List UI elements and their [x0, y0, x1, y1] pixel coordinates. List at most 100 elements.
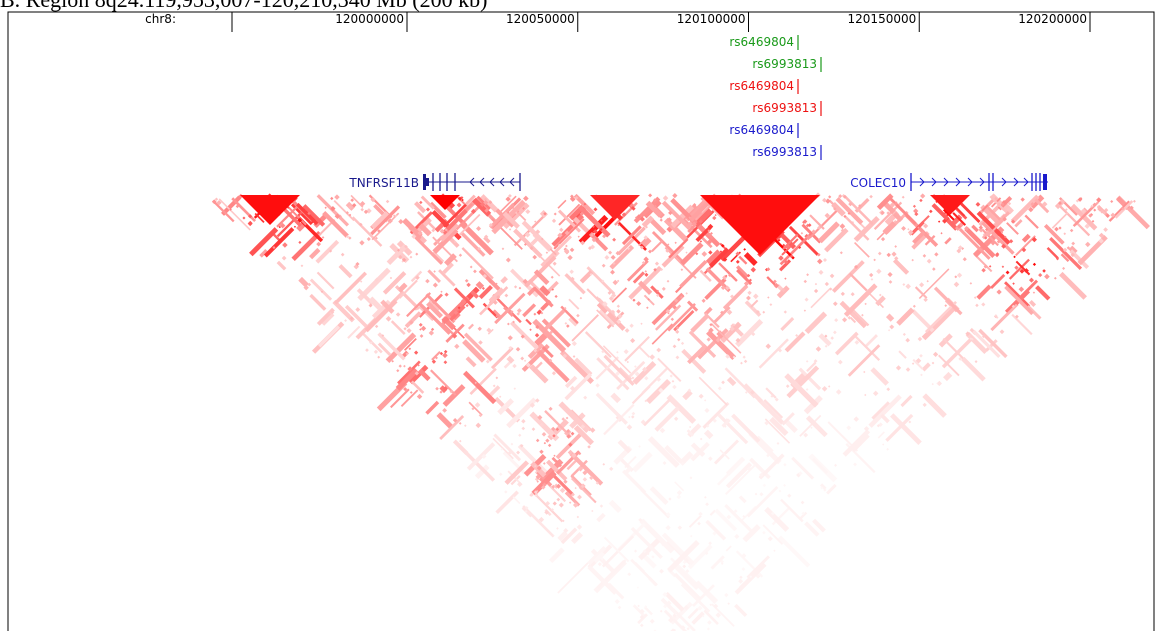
ld-cell [617, 313, 623, 320]
ld-cell [595, 237, 600, 241]
ld-strip [1006, 222, 1019, 235]
ld-cell [419, 200, 423, 205]
ld-cell [863, 370, 866, 374]
ld-cell [495, 282, 498, 285]
ld-strip [710, 555, 725, 570]
ld-cell [507, 335, 513, 341]
ld-cell [969, 282, 973, 285]
ld-strip [654, 304, 682, 331]
ld-cell [752, 293, 759, 300]
ld-cell [746, 466, 752, 472]
ld-cell [576, 515, 580, 519]
ld-cell [721, 380, 725, 385]
ld-cell [529, 492, 534, 497]
ld-cell [474, 381, 477, 384]
ld-strip [621, 225, 642, 246]
ld-strip [666, 394, 697, 424]
ld-cell [405, 352, 409, 356]
ld-strip [587, 565, 618, 595]
ld-cell [762, 483, 767, 488]
ld-strip [532, 318, 567, 353]
ld-strip [491, 218, 523, 250]
ld-cell [359, 240, 365, 246]
ld-strip [1058, 204, 1091, 237]
strand-arrow-right [1023, 177, 1029, 187]
ld-cell [886, 447, 889, 451]
ld-strip [404, 338, 417, 351]
ld-strip [824, 227, 849, 253]
ld-cell [541, 432, 547, 437]
ld-strip [497, 195, 517, 215]
ld-strip [418, 305, 435, 322]
ld-strip [478, 284, 493, 300]
ld-cell [1042, 269, 1046, 273]
ld-strip [638, 538, 661, 561]
ld-cell [659, 568, 664, 574]
ld-strip [553, 218, 585, 250]
ld-cell [508, 228, 512, 231]
ld-cell [1062, 247, 1068, 253]
ld-cell [686, 627, 690, 631]
ld-strip [462, 449, 496, 482]
ld-strip [852, 333, 881, 361]
ld-strip [371, 211, 390, 230]
ld-strip [750, 299, 759, 308]
ld-cell [556, 497, 561, 502]
ld-cell [442, 386, 448, 392]
ld-cell [777, 238, 781, 242]
ld-cell [926, 280, 929, 283]
ld-block [240, 195, 300, 225]
ld-cell [482, 273, 488, 279]
ld-cell [680, 625, 686, 631]
gene-colec10[interactable]: COLEC10 [850, 173, 1048, 191]
ld-cell [525, 209, 531, 215]
ld-cell [409, 391, 413, 394]
ld-strip [645, 200, 663, 218]
ld-strip [898, 350, 907, 359]
ld-cell [692, 203, 697, 207]
ld-strip [742, 524, 761, 543]
ld-cell [621, 212, 627, 218]
ld-cell [321, 236, 325, 239]
ld-cell [1079, 197, 1083, 200]
ld-strip [835, 196, 864, 225]
ld-cell [457, 306, 461, 310]
ld-strip [467, 323, 474, 330]
gene-tnfrsf11b[interactable]: TNFRSF11B [348, 173, 521, 191]
ld-cell [631, 415, 635, 419]
ld-strip [483, 236, 491, 244]
ld-cell [877, 251, 882, 256]
ld-strip [941, 336, 974, 369]
ld-strip [657, 357, 682, 383]
ld-strip [460, 232, 486, 257]
ld-cell [461, 198, 464, 202]
ld-strip [506, 355, 515, 364]
ld-cell [443, 360, 448, 365]
ld-strip [734, 603, 748, 618]
ld-cell [1005, 270, 1010, 275]
ld-strip [492, 437, 514, 460]
ld-cell [452, 418, 458, 423]
ld-cell [981, 302, 986, 307]
ld-strip [849, 316, 857, 324]
ld-cell [567, 254, 573, 261]
ld-cell [680, 461, 685, 466]
ld-cell [735, 337, 741, 343]
ld-cell [565, 244, 568, 248]
ld-cell [1085, 241, 1091, 248]
ld-cell [347, 205, 353, 210]
ld-cell [984, 236, 988, 240]
ld-strip [851, 312, 858, 319]
ld-strip [717, 413, 749, 445]
ld-cell [978, 227, 984, 233]
ld-cell [478, 413, 483, 418]
ld-cell [839, 223, 846, 230]
ld-strip [1049, 237, 1083, 271]
snp-label: rs6469804 [729, 123, 794, 137]
ld-cell [1069, 228, 1074, 233]
ld-cell [363, 209, 369, 215]
ld-strip [1004, 281, 1031, 308]
ld-cell [697, 521, 701, 526]
ld-cell [704, 312, 708, 317]
ld-cell [449, 389, 454, 394]
